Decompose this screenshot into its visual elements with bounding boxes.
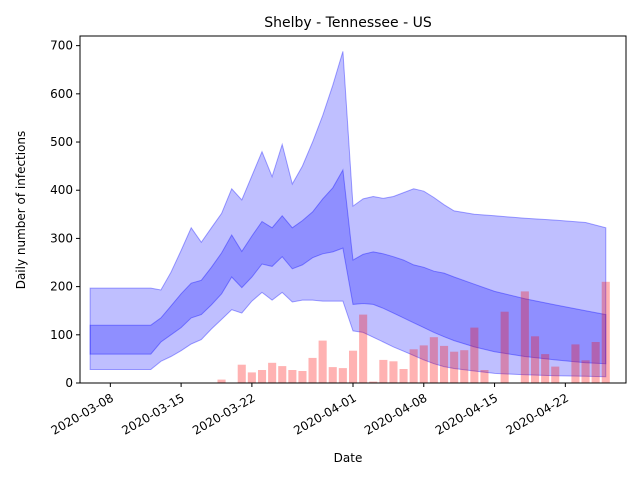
bar xyxy=(480,370,489,383)
bar xyxy=(379,359,388,383)
y-axis-title: Daily number of infections xyxy=(14,131,28,290)
bar xyxy=(470,327,479,383)
bar xyxy=(581,360,590,383)
y-tick-label: 200 xyxy=(50,280,73,294)
bar xyxy=(328,367,337,383)
chart-title: Shelby - Tennessee - US xyxy=(264,15,432,31)
inner-band-area xyxy=(89,168,607,365)
bar xyxy=(591,342,600,383)
bars-group xyxy=(217,281,610,383)
y-tick-label: 700 xyxy=(50,39,73,53)
bar xyxy=(369,381,378,383)
bar xyxy=(278,366,287,383)
bar xyxy=(359,314,368,383)
bar xyxy=(500,311,509,383)
bar xyxy=(409,349,418,383)
outer-band-group xyxy=(89,51,607,378)
bar xyxy=(298,371,307,383)
bar xyxy=(338,368,347,383)
y-tick-label: 0 xyxy=(65,376,73,390)
bar xyxy=(268,362,277,383)
y-axis: 0 100 200 300 400 500 600 700 xyxy=(50,39,80,390)
outer-band-area xyxy=(89,51,607,378)
y-tick-label: 500 xyxy=(50,135,73,149)
bar xyxy=(531,336,540,383)
bar xyxy=(520,291,529,383)
bar xyxy=(349,350,358,383)
bar xyxy=(247,372,256,383)
x-axis-title: Date xyxy=(334,451,363,465)
bar xyxy=(460,350,469,383)
bar xyxy=(571,344,580,383)
y-tick-label: 300 xyxy=(50,231,73,245)
bar xyxy=(419,345,428,383)
bar xyxy=(440,345,449,383)
bar xyxy=(429,337,438,383)
bar xyxy=(450,351,459,383)
bar xyxy=(258,370,267,383)
y-tick-label: 600 xyxy=(50,87,73,101)
bar xyxy=(288,370,297,383)
bar xyxy=(237,364,246,383)
bar xyxy=(308,357,317,383)
bar xyxy=(541,354,550,383)
bar xyxy=(601,281,610,383)
bar xyxy=(399,369,408,383)
y-tick-label: 400 xyxy=(50,183,73,197)
inner-band-group xyxy=(89,168,607,365)
y-tick-label: 100 xyxy=(50,328,73,342)
bar xyxy=(217,379,226,383)
bar xyxy=(551,366,560,383)
bar xyxy=(318,340,327,383)
bar xyxy=(389,361,398,383)
